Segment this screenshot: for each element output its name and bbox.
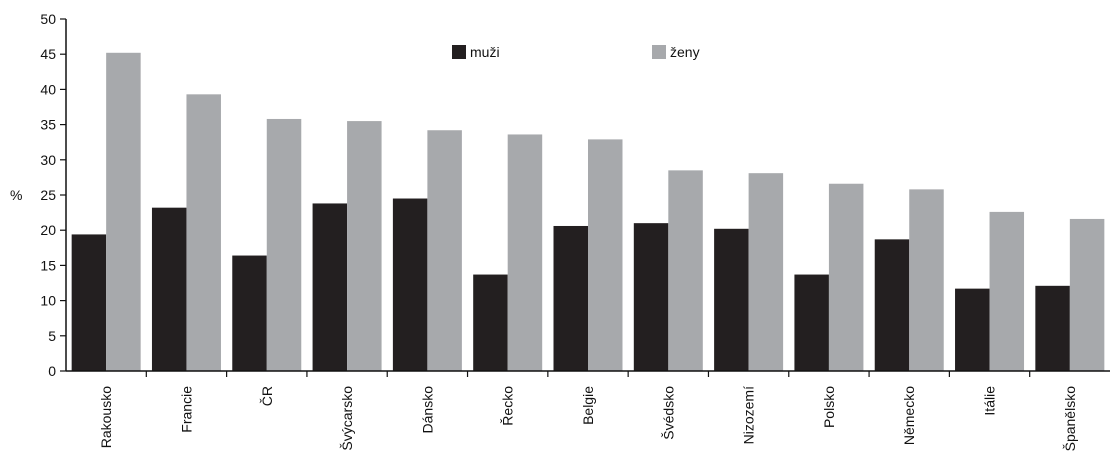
bar-zeny-8 [748, 173, 784, 371]
bar-zeny-9 [828, 183, 864, 371]
bar-muzi-0 [71, 234, 107, 371]
legend: muži ženy [452, 44, 700, 60]
bar-zeny-11 [989, 211, 1025, 371]
x-category-label: Belgie [580, 386, 596, 425]
y-tick-label: 35 [40, 117, 56, 133]
legend-swatch-1 [652, 45, 666, 59]
y-tick-label: 10 [40, 293, 56, 309]
bar-zeny-0 [106, 52, 141, 372]
bar-zeny-10 [909, 189, 944, 371]
bar-muzi-3 [312, 203, 348, 371]
x-category-label: Nizozemí [741, 386, 757, 444]
y-tick-label: 40 [40, 81, 56, 97]
x-category-label: Švýcarsko [339, 386, 355, 451]
bar-muzi-7 [633, 223, 669, 371]
y-tick-label: 45 [40, 46, 56, 62]
x-category-label: Rakousko [98, 386, 114, 448]
bar-muzi-6 [553, 225, 588, 371]
bar-muzi-9 [794, 274, 829, 371]
y-tick-label: 50 [40, 11, 56, 27]
bars [71, 52, 1105, 372]
x-category-label: Polsko [821, 386, 837, 428]
y-tick-label: 0 [48, 363, 56, 379]
bar-muzi-4 [392, 198, 428, 371]
x-category-label: Francie [178, 386, 194, 433]
bar-muzi-10 [874, 239, 910, 371]
legend-label-0: muži [470, 44, 500, 60]
bar-muzi-12 [1035, 285, 1070, 371]
bar-zeny-7 [668, 170, 703, 371]
bar-zeny-3 [347, 121, 382, 371]
y-tick-label: 5 [48, 328, 56, 344]
legend-swatch-0 [452, 45, 466, 59]
bar-muzi-1 [151, 207, 187, 371]
bar-zeny-6 [588, 139, 623, 371]
bar-muzi-8 [714, 228, 749, 371]
bar-muzi-2 [232, 255, 267, 371]
bar-zeny-2 [266, 118, 302, 371]
bar-zeny-4 [427, 130, 462, 371]
x-category-label: Německo [901, 386, 917, 445]
x-category-label: Španělsko [1062, 386, 1078, 452]
bar-zeny-1 [186, 94, 221, 371]
x-category-label: Dánsko [419, 386, 435, 434]
x-category-label: Řecko [500, 386, 516, 426]
y-tick-label: 15 [40, 257, 56, 273]
legend-label-1: ženy [670, 44, 700, 60]
bar-muzi-5 [473, 274, 508, 371]
bar-zeny-12 [1069, 218, 1105, 371]
x-category-label: ČR [259, 386, 275, 406]
bar-muzi-11 [955, 288, 990, 371]
y-tick-label: 30 [40, 152, 56, 168]
x-axis: Rakousko Francie ČR Švýcarsko Dánsko Řecko Bel… [66, 370, 1110, 452]
bar-zeny-5 [507, 134, 543, 371]
x-category-label: Švédsko [660, 386, 676, 440]
y-tick-label: 20 [40, 222, 56, 238]
y-axis: 0 5 10 15 20 25 30 35 40 45 50 [40, 11, 67, 379]
y-tick-label: 25 [40, 187, 56, 203]
x-category-label: Itálie [982, 386, 998, 416]
y-axis-title: % [10, 187, 22, 203]
